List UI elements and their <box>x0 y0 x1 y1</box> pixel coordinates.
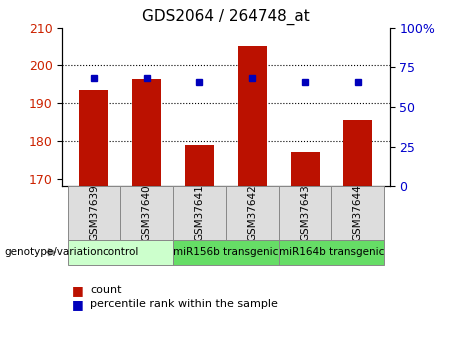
Bar <box>238 47 267 186</box>
Text: miR156b transgenic: miR156b transgenic <box>173 247 278 257</box>
Bar <box>279 240 384 265</box>
Bar <box>331 186 384 240</box>
Text: ■: ■ <box>71 284 83 297</box>
Text: GSM37640: GSM37640 <box>142 185 152 242</box>
Text: GSM37642: GSM37642 <box>247 185 257 242</box>
Bar <box>173 240 279 265</box>
Bar <box>173 186 226 240</box>
Text: percentile rank within the sample: percentile rank within the sample <box>90 299 278 309</box>
Title: GDS2064 / 264748_at: GDS2064 / 264748_at <box>142 9 310 25</box>
Bar <box>185 145 214 186</box>
Text: GSM37644: GSM37644 <box>353 185 363 242</box>
Text: GSM37641: GSM37641 <box>195 185 205 242</box>
Bar <box>67 240 173 265</box>
Text: ■: ■ <box>71 298 83 311</box>
Bar <box>67 186 120 240</box>
Bar <box>279 186 331 240</box>
Text: GSM37643: GSM37643 <box>300 185 310 242</box>
Text: genotype/variation: genotype/variation <box>5 247 104 257</box>
Text: control: control <box>102 247 138 257</box>
Bar <box>132 79 161 186</box>
Bar <box>226 186 279 240</box>
Bar <box>290 152 319 186</box>
Bar <box>120 186 173 240</box>
Text: GSM37639: GSM37639 <box>89 185 99 242</box>
Bar <box>79 90 108 186</box>
Text: miR164b transgenic: miR164b transgenic <box>279 247 384 257</box>
Bar <box>343 120 372 186</box>
Text: count: count <box>90 286 121 295</box>
